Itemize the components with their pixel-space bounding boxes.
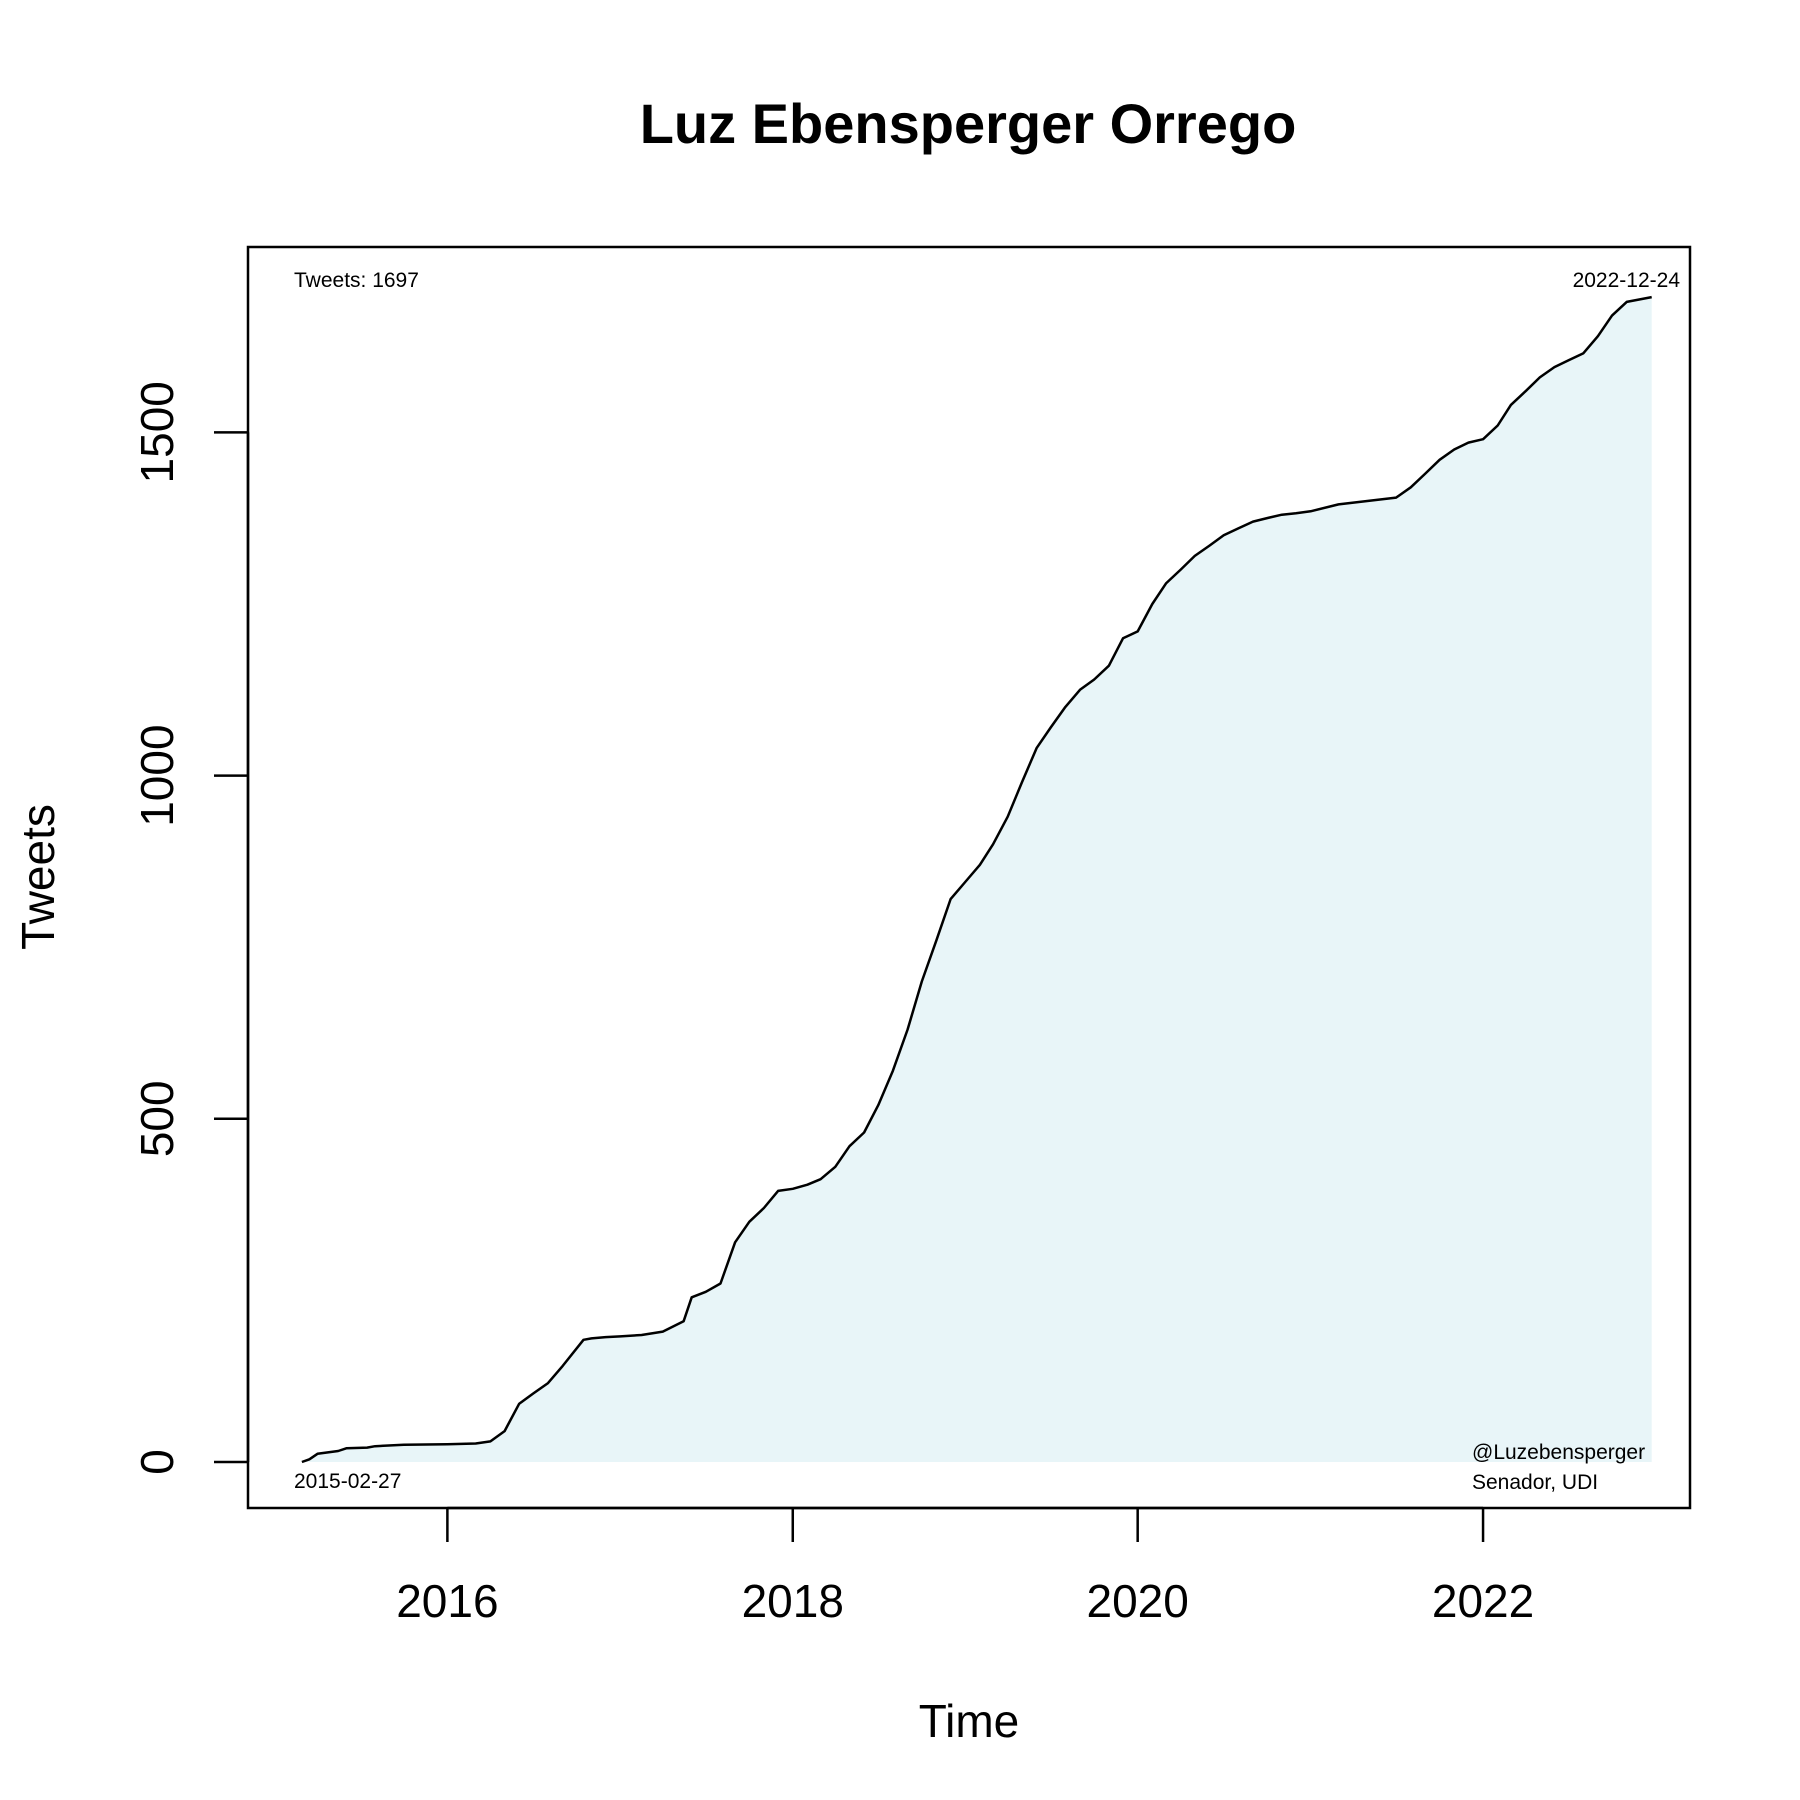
end-date-annotation: 2022-12-24 xyxy=(1573,269,1681,292)
start-date-annotation: 2015-02-27 xyxy=(294,1470,401,1493)
tweets-count-annotation: Tweets: 1697 xyxy=(294,269,419,292)
x-axis: 2016 2018 2020 2022 xyxy=(396,1506,1534,1627)
y-tick-label: 0 xyxy=(131,1449,183,1475)
series-area xyxy=(301,297,1652,1463)
x-tick-label: 2022 xyxy=(1432,1575,1534,1627)
y-axis-title: Tweets xyxy=(12,804,64,950)
y-axis: 0 500 1000 1500 xyxy=(131,381,250,1475)
x-tick-label: 2020 xyxy=(1087,1575,1189,1627)
x-tick-label: 2016 xyxy=(396,1575,498,1627)
party-annotation: Senador, UDI xyxy=(1472,1471,1598,1494)
handle-annotation: @Luzebensperger xyxy=(1472,1441,1645,1464)
series-line xyxy=(301,295,1652,1464)
x-axis-title: Time xyxy=(919,1695,1020,1747)
chart-title: Luz Ebensperger Orrego xyxy=(640,92,1297,155)
y-tick-label: 1000 xyxy=(131,724,183,826)
x-tick-label: 2018 xyxy=(742,1575,844,1627)
plot-area xyxy=(301,295,1652,1464)
y-tick-label: 1500 xyxy=(131,381,183,483)
y-tick-label: 500 xyxy=(131,1080,183,1157)
